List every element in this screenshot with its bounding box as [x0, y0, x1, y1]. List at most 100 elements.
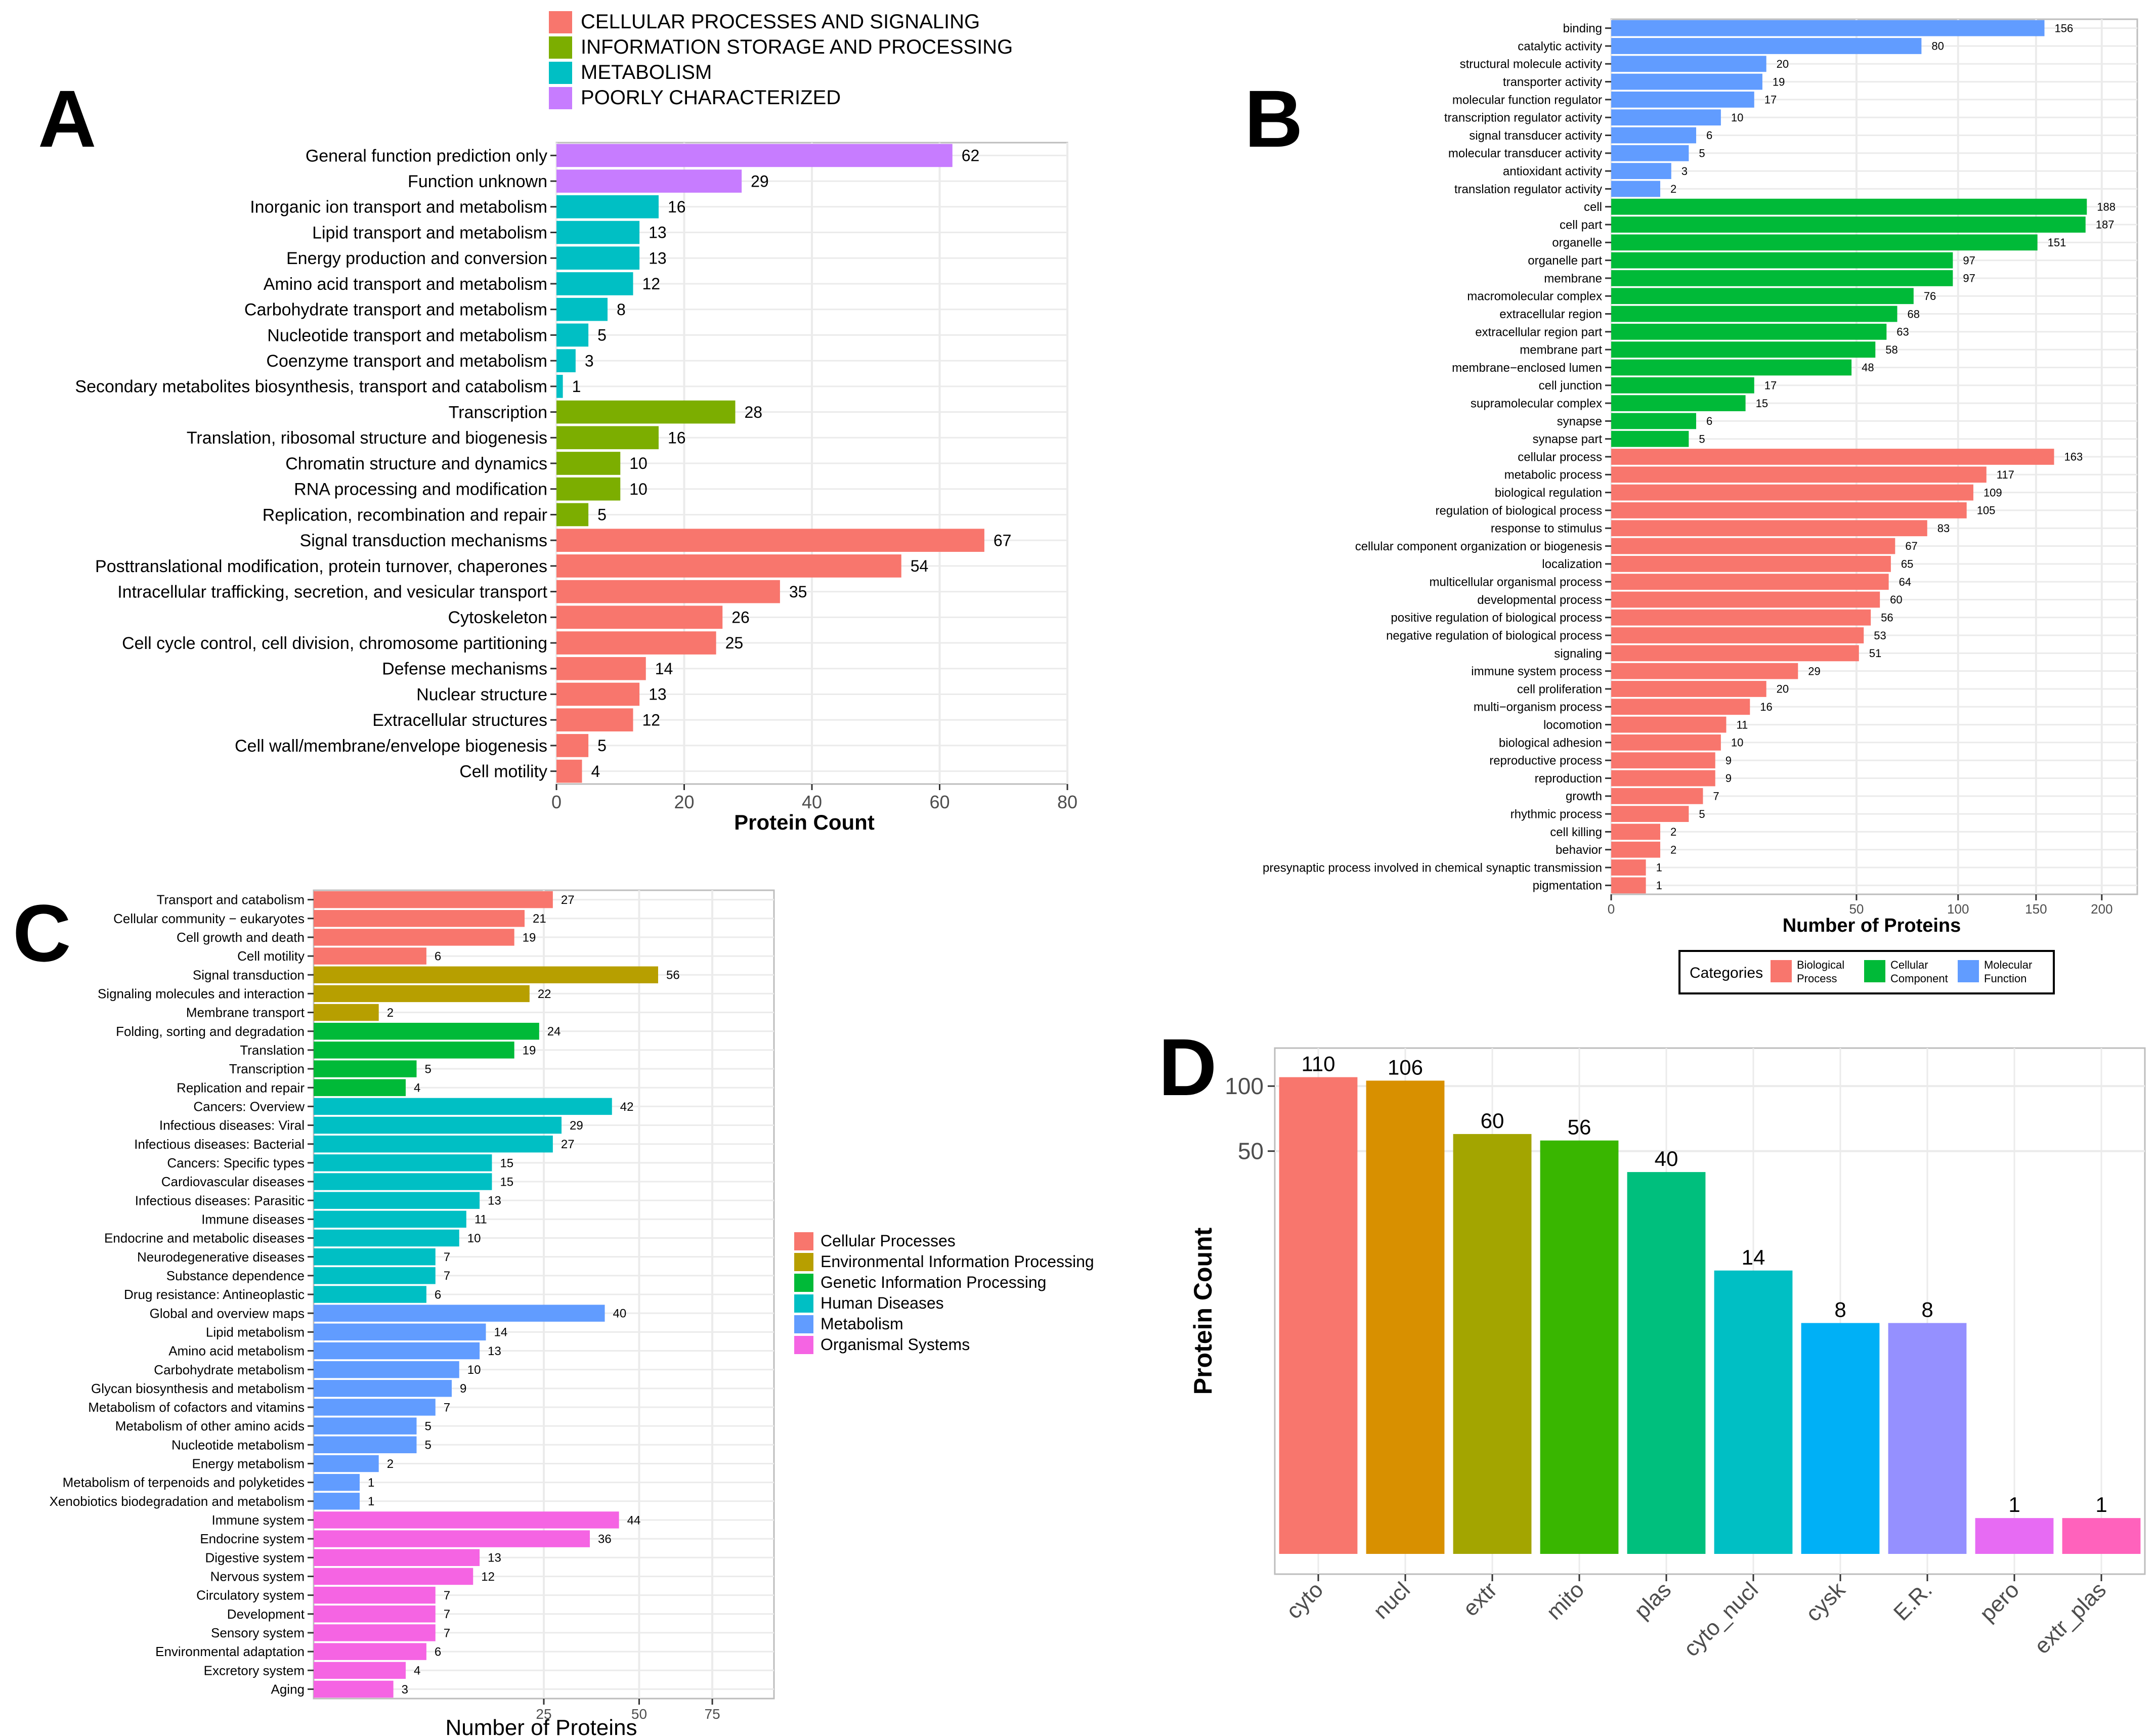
c-category-label: Infectious diseases: Bacterial	[134, 1137, 305, 1152]
a-category-label: Translation, ribosomal structure and bio…	[187, 428, 547, 448]
a-category-label: Energy production and conversion	[286, 249, 547, 268]
c-category-label: Transcription	[229, 1061, 305, 1076]
b-bar	[1611, 377, 1754, 394]
c-legend-label: Environmental Information Processing	[821, 1252, 1094, 1271]
b-category-label: biological adhesion	[1499, 736, 1602, 750]
b-value-label: 1	[1656, 861, 1662, 874]
c-category-label: Substance dependence	[166, 1268, 305, 1283]
a-value-label: 5	[597, 736, 607, 755]
c-tick-label: 75	[705, 1706, 720, 1722]
c-category-label: Amino acid metabolism	[168, 1343, 305, 1359]
a-legend-swatch	[549, 11, 572, 33]
c-category-label: Cell growth and death	[177, 930, 305, 945]
c-value-label: 5	[424, 1062, 431, 1076]
b-value-label: 163	[2064, 451, 2083, 463]
c-value-label: 7	[444, 1608, 450, 1621]
a-category-label: Nucleotide transport and metabolism	[267, 326, 547, 345]
a-bar	[556, 375, 563, 398]
b-value-label: 29	[1808, 665, 1820, 677]
c-bar	[314, 1041, 514, 1059]
a-bar	[556, 297, 608, 321]
c-value-label: 36	[598, 1533, 612, 1546]
a-value-label: 67	[994, 531, 1012, 549]
b-value-label: 187	[2096, 219, 2115, 231]
c-category-label: Infectious diseases: Viral	[159, 1118, 305, 1133]
d-bar	[1279, 1077, 1358, 1554]
b-value-label: 117	[1997, 468, 2014, 481]
b-bar	[1611, 163, 1671, 179]
b-bar	[1611, 645, 1859, 662]
b-bar	[1611, 574, 1889, 590]
b-value-label: 53	[1874, 629, 1886, 642]
d-category-label: extr	[1458, 1577, 1502, 1621]
d-category-label: cyto	[1281, 1577, 1328, 1624]
a-category-label: Coenzyme transport and metabolism	[266, 352, 547, 371]
d-tick-label: 50	[1238, 1138, 1264, 1164]
b-value-label: 10	[1731, 736, 1743, 749]
c-value-label: 6	[435, 1645, 441, 1659]
b-legend-swatch	[1864, 960, 1885, 982]
a-value-label: 54	[911, 557, 929, 575]
b-category-label: reproductive process	[1489, 754, 1602, 768]
c-bar	[314, 1624, 436, 1641]
c-value-label: 44	[627, 1513, 641, 1527]
c-category-label: Folding, sorting and degradation	[116, 1024, 305, 1039]
a-bar	[556, 400, 736, 424]
c-value-label: 15	[500, 1175, 513, 1189]
b-category-label: transcription regulator activity	[1444, 111, 1602, 125]
panel-d-chart: 110 cyto 106 nucl 60 extr 56 mito 40 plas 14 cyto_n…	[1189, 1047, 2146, 1662]
b-legend-swatch	[1771, 960, 1792, 982]
c-tick-label: 50	[631, 1706, 647, 1722]
panel-label-c: C	[13, 888, 71, 978]
panel-a-chart: 62 General function prediction only 29 Func…	[75, 11, 1077, 834]
a-value-label: 29	[751, 172, 769, 190]
a-bar	[556, 708, 633, 732]
c-value-label: 40	[613, 1307, 627, 1321]
c-category-label: Neurodegenerative diseases	[137, 1249, 305, 1265]
b-value-label: 17	[1764, 379, 1777, 392]
a-legend-swatch	[549, 36, 572, 59]
b-category-label: extracellular region	[1499, 308, 1602, 321]
c-category-label: Immune diseases	[201, 1211, 305, 1227]
c-bar	[314, 1323, 486, 1341]
c-category-label: Carbohydrate metabolism	[154, 1362, 305, 1377]
b-tick-label: 100	[1947, 901, 1969, 917]
b-value-label: 5	[1699, 147, 1705, 159]
d-value-label: 60	[1481, 1109, 1504, 1133]
a-category-label: Cell motility	[459, 762, 547, 782]
a-value-label: 28	[745, 403, 763, 421]
b-legend-title: Categories	[1690, 965, 1763, 981]
a-value-label: 13	[649, 224, 667, 242]
a-tick-label: 0	[551, 792, 562, 812]
b-bar	[1611, 663, 1798, 679]
b-value-label: 76	[1924, 290, 1936, 302]
c-value-label: 21	[533, 912, 546, 926]
c-value-label: 14	[494, 1326, 507, 1339]
d-category-label: E.R.	[1889, 1577, 1937, 1625]
b-value-label: 80	[1931, 40, 1944, 53]
a-category-label: Function unknown	[408, 172, 547, 191]
c-bar	[314, 1493, 360, 1510]
c-category-label: Metabolism of terpenoids and polyketides	[63, 1475, 305, 1490]
a-value-label: 5	[597, 326, 607, 344]
c-category-label: Translation	[240, 1043, 305, 1058]
d-value-label: 56	[1568, 1115, 1591, 1139]
c-category-label: Lipid metabolism	[206, 1324, 305, 1339]
a-category-label: Replication, recombination and repair	[263, 505, 547, 525]
a-legend-label: POORLY CHARACTERIZED	[581, 86, 841, 109]
b-bar	[1611, 823, 1660, 840]
c-category-label: Metabolism of cofactors and vitamins	[88, 1400, 305, 1415]
b-category-label: catalytic activity	[1518, 39, 1602, 53]
a-category-label: Chromatin structure and dynamics	[285, 454, 547, 473]
c-value-label: 9	[460, 1382, 466, 1396]
b-value-label: 9	[1726, 754, 1732, 767]
a-category-label: General function prediction only	[306, 146, 547, 165]
d-category-label: cyto_nucl	[1679, 1577, 1763, 1661]
b-category-label: reproduction	[1535, 772, 1602, 786]
c-bar	[314, 891, 553, 908]
c-value-label: 10	[467, 1363, 481, 1377]
b-legend-label: Function	[1984, 972, 2026, 985]
a-value-label: 12	[642, 711, 661, 729]
b-bar	[1611, 520, 1927, 537]
